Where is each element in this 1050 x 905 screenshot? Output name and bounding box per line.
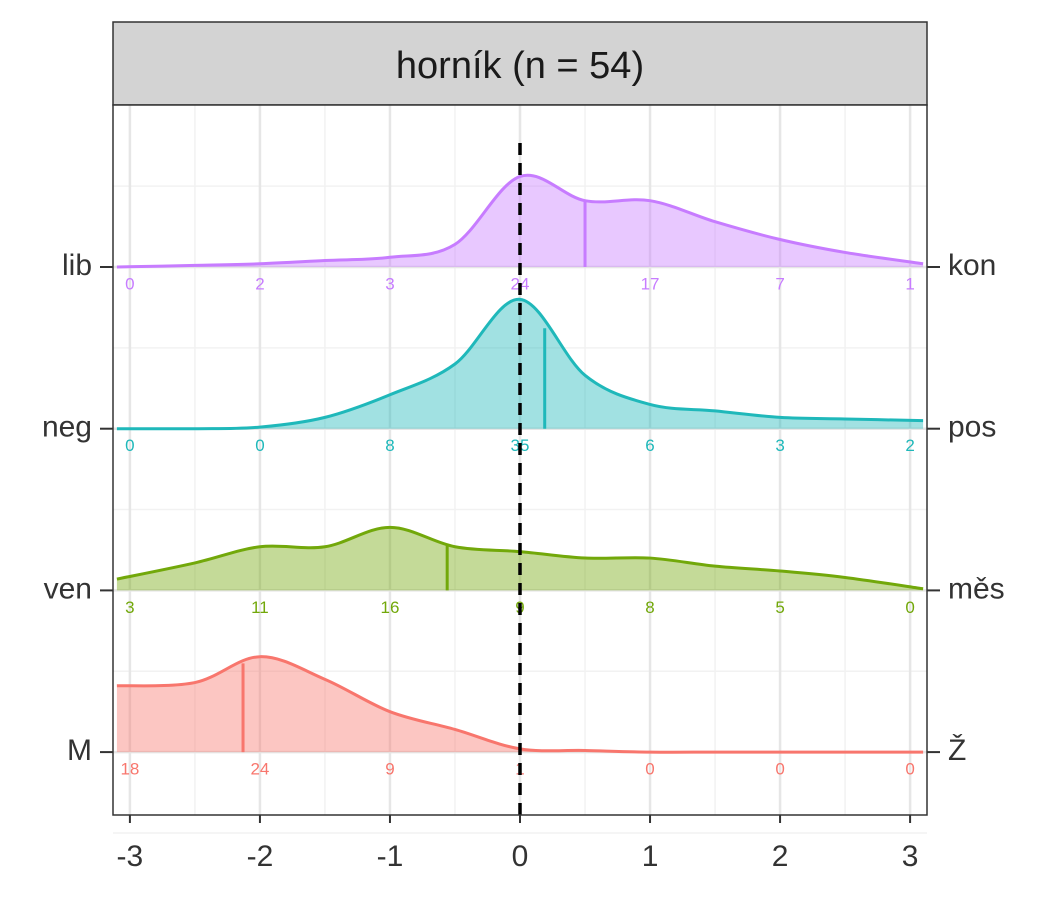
count-label: 0 [905, 760, 914, 779]
y2-tick-label: pos [948, 411, 996, 444]
count-label: 0 [645, 760, 654, 779]
count-label: 2 [905, 436, 914, 455]
count-label: 6 [645, 436, 654, 455]
y-tick-label: neg [42, 411, 92, 444]
count-label: 7 [775, 274, 784, 293]
y2-tick-label: kon [948, 249, 996, 282]
count-label: 3 [125, 598, 134, 617]
density-area [116, 175, 924, 267]
count-label: 1 [905, 274, 914, 293]
y2-tick-label: měs [948, 572, 1005, 605]
count-label: 8 [385, 436, 394, 455]
x-tick-label: 2 [772, 840, 789, 873]
count-label: 3 [775, 436, 784, 455]
count-label: 17 [641, 274, 660, 293]
density-area [116, 527, 924, 591]
density-area [116, 656, 924, 753]
x-tick-label: 3 [902, 840, 919, 873]
marks: 02324177100835632311169850182491000 [116, 143, 924, 815]
strip [112, 21, 928, 106]
x-tick-label: 1 [642, 840, 659, 873]
count-label: 0 [255, 436, 264, 455]
count-label: 5 [775, 598, 784, 617]
count-label: 0 [905, 598, 914, 617]
x-tick-label: -1 [377, 840, 404, 873]
count-label: 16 [381, 598, 400, 617]
count-label: 8 [645, 598, 654, 617]
x-tick-label: 0 [512, 840, 529, 873]
x-tick-label: -2 [247, 840, 274, 873]
y-tick-label: ven [44, 572, 92, 605]
count-label: 2 [255, 274, 264, 293]
y-tick-label: M [67, 734, 92, 767]
count-label: 11 [251, 598, 269, 617]
y2-tick-label: Ž [948, 734, 966, 767]
count-label: 0 [125, 274, 134, 293]
count-label: 3 [385, 274, 394, 293]
count-label: 18 [120, 760, 139, 779]
y-tick-label: lib [62, 249, 92, 282]
count-label: 24 [250, 760, 269, 779]
density-line [116, 173, 924, 269]
count-label: 9 [385, 760, 394, 779]
x-tick-label: -3 [117, 840, 144, 873]
count-label: 0 [775, 760, 784, 779]
density-line [116, 297, 924, 431]
chart-title: horník (n = 54) [396, 45, 644, 87]
count-label: 0 [125, 436, 134, 455]
